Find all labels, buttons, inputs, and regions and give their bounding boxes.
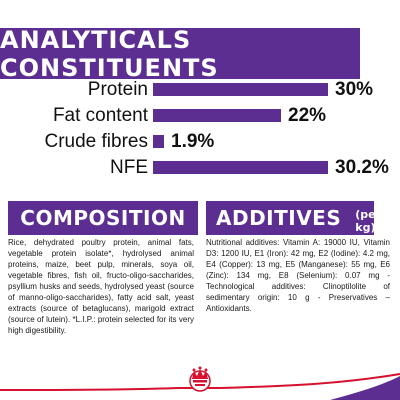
- row-bar: [153, 135, 164, 148]
- footer-wave-fill: [330, 376, 400, 400]
- row-bar: [153, 109, 281, 122]
- row-value: 30.2%: [335, 157, 389, 178]
- row-value: 1.9%: [171, 131, 215, 152]
- additives-header: ADDITIVES (per kg): [206, 201, 381, 235]
- row-crude-fibres: Crude fibres 1.9%: [0, 130, 400, 154]
- row-label: Crude fibres: [44, 131, 149, 152]
- row-bar: [153, 161, 328, 174]
- row-label: NFE: [110, 157, 148, 178]
- composition-text: Rice, dehydrated poultry protein, animal…: [8, 238, 194, 335]
- additives-text: Nutritional additives: Vitamin A: 19000 …: [206, 238, 390, 313]
- row-protein: Protein 30%: [0, 78, 400, 102]
- additives-title: ADDITIVES: [216, 206, 342, 230]
- composition-title: COMPOSITION: [20, 206, 186, 230]
- analytical-constituents-title: ANALYTICALS CONSTITUENTS: [0, 25, 219, 82]
- additives-unit: (per kg): [355, 208, 382, 234]
- composition-header: COMPOSITION: [8, 201, 198, 235]
- royal-canin-crown-icon: [189, 366, 211, 392]
- row-bar: [153, 83, 328, 96]
- row-label: Protein: [87, 79, 148, 100]
- analytical-constituents-header: ANALYTICALS CONSTITUENTS: [0, 25, 360, 82]
- row-fat-content: Fat content 22%: [0, 104, 400, 128]
- row-value: 30%: [335, 79, 374, 100]
- row-nfe: NFE 30.2%: [0, 156, 400, 180]
- row-value: 22%: [288, 105, 327, 126]
- row-label: Fat content: [52, 105, 148, 126]
